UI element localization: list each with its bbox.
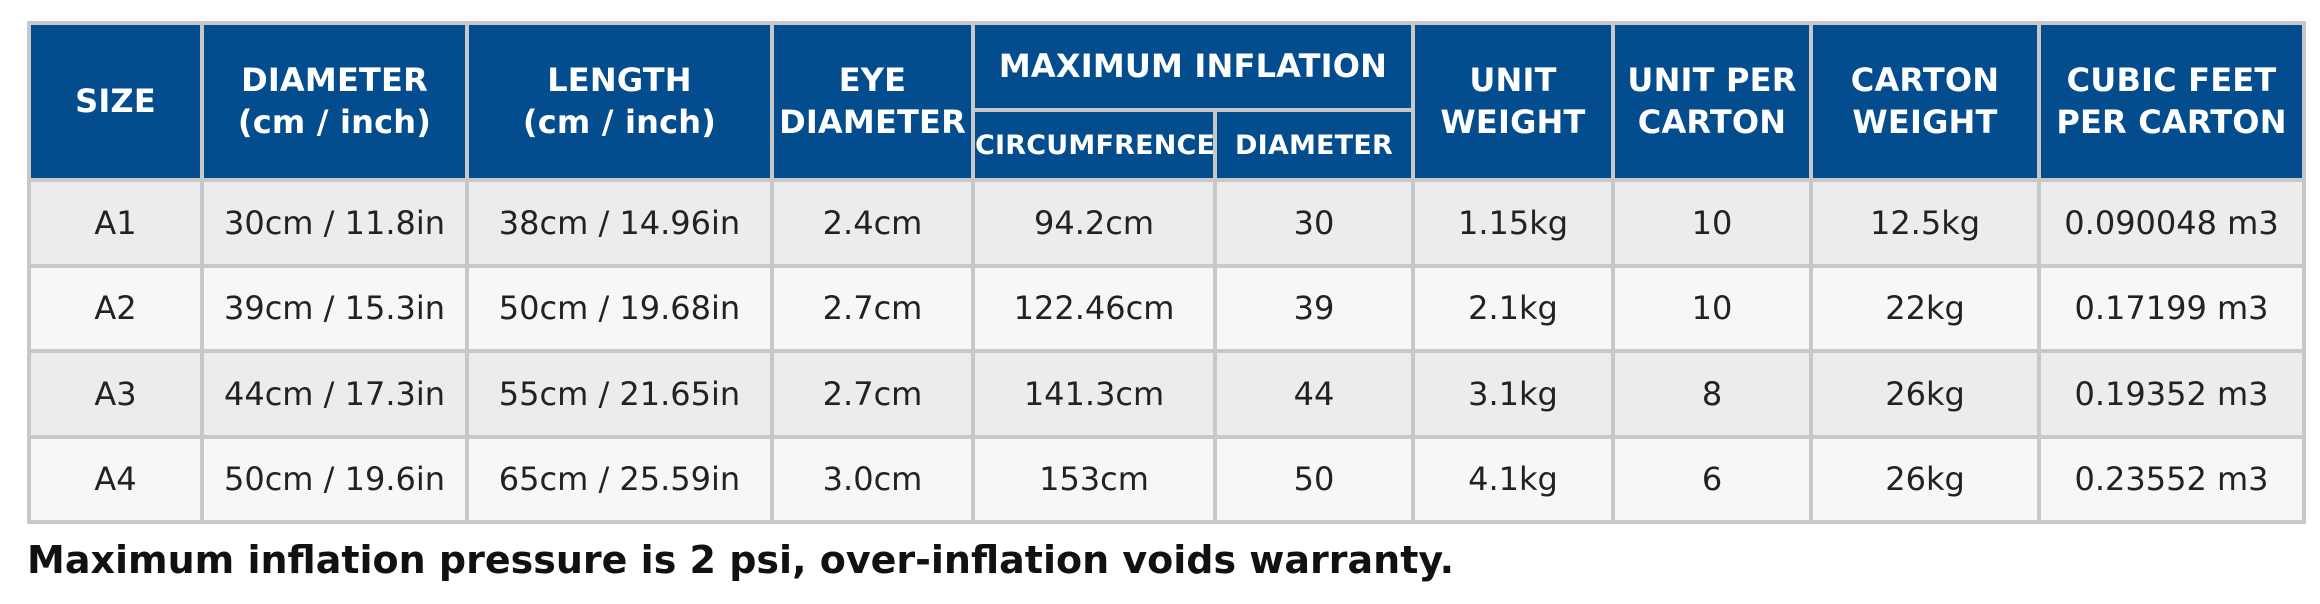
cell-circumference: 94.2cm bbox=[971, 178, 1217, 268]
cell-length: 55cm / 21.65in bbox=[465, 349, 774, 439]
cell-cubic-feet: 0.19352 m3 bbox=[2037, 349, 2306, 439]
cell-size: A1 bbox=[27, 178, 204, 268]
header-circumference: CIRCUMFRENCE bbox=[971, 108, 1217, 182]
cell-length: 50cm / 19.68in bbox=[465, 263, 774, 353]
cell-unit-weight: 4.1kg bbox=[1411, 434, 1615, 524]
cell-carton-weight: 26kg bbox=[1809, 434, 2041, 524]
table-body: A1 30cm / 11.8in 38cm / 14.96in 2.4cm 94.2cm… bbox=[27, 178, 2306, 524]
header-inflation-diameter: DIAMETER bbox=[1213, 108, 1415, 182]
cell-carton-weight: 26kg bbox=[1809, 349, 2041, 439]
header-eye-diameter: EYE DIAMETER bbox=[770, 21, 975, 182]
table-row: A3 44cm / 17.3in 55cm / 21.65in 2.7cm 141.3c… bbox=[27, 349, 2306, 439]
cell-inflation-diameter: 50 bbox=[1213, 434, 1415, 524]
cell-size: A2 bbox=[27, 263, 204, 353]
cell-cubic-feet: 0.17199 m3 bbox=[2037, 263, 2306, 353]
cell-inflation-diameter: 30 bbox=[1213, 178, 1415, 268]
cell-eye-diameter: 2.7cm bbox=[770, 263, 975, 353]
cell-unit-weight: 3.1kg bbox=[1411, 349, 1615, 439]
cell-unit-per-carton: 8 bbox=[1611, 349, 1813, 439]
header-size: SIZE bbox=[27, 21, 204, 182]
cell-eye-diameter: 2.7cm bbox=[770, 349, 975, 439]
cell-unit-weight: 2.1kg bbox=[1411, 263, 1615, 353]
cell-carton-weight: 22kg bbox=[1809, 263, 2041, 353]
cell-cubic-feet: 0.23552 m3 bbox=[2037, 434, 2306, 524]
cell-eye-diameter: 2.4cm bbox=[770, 178, 975, 268]
table-row: A2 39cm / 15.3in 50cm / 19.68in 2.7cm 122.46… bbox=[27, 263, 2306, 353]
cell-diameter: 39cm / 15.3in bbox=[200, 263, 469, 353]
cell-circumference: 141.3cm bbox=[971, 349, 1217, 439]
header-diameter: DIAMETER (cm / inch) bbox=[200, 21, 469, 182]
cell-eye-diameter: 3.0cm bbox=[770, 434, 975, 524]
cell-length: 65cm / 25.59in bbox=[465, 434, 774, 524]
cell-unit-per-carton: 10 bbox=[1611, 263, 1813, 353]
cell-size: A4 bbox=[27, 434, 204, 524]
cell-unit-per-carton: 6 bbox=[1611, 434, 1813, 524]
cell-diameter: 50cm / 19.6in bbox=[200, 434, 469, 524]
cell-circumference: 122.46cm bbox=[971, 263, 1217, 353]
table-row: A4 50cm / 19.6in 65cm / 25.59in 3.0cm 153cm 5… bbox=[27, 434, 2306, 524]
table-row: A1 30cm / 11.8in 38cm / 14.96in 2.4cm 94.2cm… bbox=[27, 178, 2306, 268]
cell-circumference: 153cm bbox=[971, 434, 1217, 524]
header-row: SIZE DIAMETER (cm / inch) LENGTH (cm / i… bbox=[27, 21, 2306, 182]
header-cubic-feet-per-carton: CUBIC FEET PER CARTON bbox=[2037, 21, 2306, 182]
cell-unit-weight: 1.15kg bbox=[1411, 178, 1615, 268]
header-unit-weight: UNIT WEIGHT bbox=[1411, 21, 1615, 182]
cell-inflation-diameter: 44 bbox=[1213, 349, 1415, 439]
cell-inflation-diameter: 39 bbox=[1213, 263, 1415, 353]
cell-diameter: 44cm / 17.3in bbox=[200, 349, 469, 439]
cell-diameter: 30cm / 11.8in bbox=[200, 178, 469, 268]
header-length: LENGTH (cm / inch) bbox=[465, 21, 774, 182]
product-spec-table: SIZE DIAMETER (cm / inch) LENGTH (cm / i… bbox=[27, 21, 2306, 524]
cell-unit-per-carton: 10 bbox=[1611, 178, 1813, 268]
cell-carton-weight: 12.5kg bbox=[1809, 178, 2041, 268]
header-unit-per-carton: UNIT PER CARTON bbox=[1611, 21, 1813, 182]
cell-cubic-feet: 0.090048 m3 bbox=[2037, 178, 2306, 268]
inflation-warning-note: Maximum inflation pressure is 2 psi, ove… bbox=[27, 538, 1455, 582]
cell-length: 38cm / 14.96in bbox=[465, 178, 774, 268]
header-subrow: CIRCUMFRENCE DIAMETER bbox=[29, 108, 2304, 182]
header-maximum-inflation: MAXIMUM INFLATION bbox=[971, 21, 1415, 112]
header-carton-weight: CARTON WEIGHT bbox=[1809, 21, 2041, 182]
cell-size: A3 bbox=[27, 349, 204, 439]
